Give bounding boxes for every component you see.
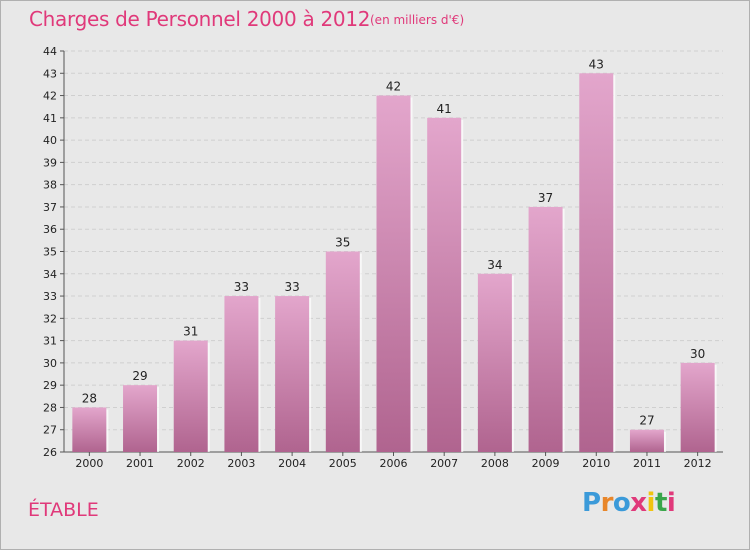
y-tick-label: 44 (43, 45, 57, 58)
bars (72, 73, 717, 453)
bar (376, 95, 411, 453)
logo-letter: i (666, 488, 676, 518)
y-tick-label: 32 (43, 312, 57, 325)
bar (72, 407, 107, 452)
logo-letter: P (582, 488, 601, 518)
y-tick-label: 41 (43, 112, 57, 125)
bar (123, 385, 158, 452)
x-tick-label: 2009 (532, 457, 560, 470)
y-tick-label: 28 (43, 401, 57, 414)
data-label: 29 (132, 369, 147, 383)
logo-letter: i (646, 488, 656, 518)
data-label: 27 (639, 414, 654, 428)
data-label: 37 (538, 191, 553, 205)
data-label: 33 (234, 280, 249, 294)
x-tick-label: 2010 (582, 457, 610, 470)
bar (579, 73, 614, 453)
chart-subtitle: (en milliers d'€) (370, 13, 465, 27)
y-tick-label: 26 (43, 446, 57, 459)
y-tick-label: 43 (43, 67, 57, 80)
y-tick-label: 37 (43, 201, 57, 214)
x-tick-label: 2004 (278, 457, 306, 470)
x-tick-label: 2003 (227, 457, 255, 470)
x-tick-label: 2012 (684, 457, 712, 470)
bar (427, 117, 462, 452)
logo-letter: t (654, 488, 667, 518)
bar (477, 273, 512, 452)
y-tick-label: 34 (43, 268, 57, 281)
x-tick-label: 2002 (177, 457, 205, 470)
x-tick-label: 2001 (126, 457, 154, 470)
data-label: 42 (386, 80, 401, 94)
proxiti-logo[interactable]: Proxiti (582, 488, 676, 518)
y-tick-label: 29 (43, 379, 57, 392)
x-tick-label: 2008 (481, 457, 509, 470)
x-tick-label: 2005 (329, 457, 357, 470)
data-label: 30 (690, 347, 705, 361)
bar (528, 206, 563, 452)
data-labels: 28 29 31 33 33 35 42 41 34 37 43 27 30 (82, 57, 706, 427)
y-tick-label: 35 (43, 246, 57, 259)
logo-letter: x (630, 488, 647, 518)
x-tick-label: 2007 (430, 457, 458, 470)
data-label: 28 (82, 391, 97, 405)
x-tick-label: 2000 (75, 457, 103, 470)
y-tick-label: 42 (43, 90, 57, 103)
data-label: 41 (437, 102, 452, 116)
bar (275, 296, 310, 452)
bar (680, 362, 715, 452)
logo-letter: o (612, 488, 631, 518)
y-tick-label: 38 (43, 179, 57, 192)
x-tick-label: 2006 (380, 457, 408, 470)
bar (224, 296, 259, 452)
y-tick-label: 36 (43, 223, 57, 236)
bar (629, 429, 664, 452)
logo-letter: r (600, 488, 614, 518)
axes: 26 27 28 29 30 31 32 33 34 35 36 37 38 39 40 41 42 43 44 20… (43, 45, 723, 470)
bar (173, 340, 208, 452)
data-label: 31 (183, 325, 198, 339)
commune-name: ÉTABLE (28, 499, 99, 521)
chart-title: Charges de Personnel 2000 à 2012 (29, 7, 371, 31)
y-tick-label: 33 (43, 290, 57, 303)
bar (325, 251, 360, 452)
y-tick-label: 31 (43, 335, 57, 348)
y-tick-label: 30 (43, 357, 57, 370)
data-label: 33 (284, 280, 299, 294)
y-tick-label: 39 (43, 156, 57, 169)
y-tick-label: 27 (43, 424, 57, 437)
data-label: 34 (487, 258, 502, 272)
data-label: 43 (589, 57, 604, 71)
x-tick-label: 2011 (633, 457, 661, 470)
y-tick-label: 40 (43, 134, 57, 147)
data-label: 35 (335, 236, 350, 250)
